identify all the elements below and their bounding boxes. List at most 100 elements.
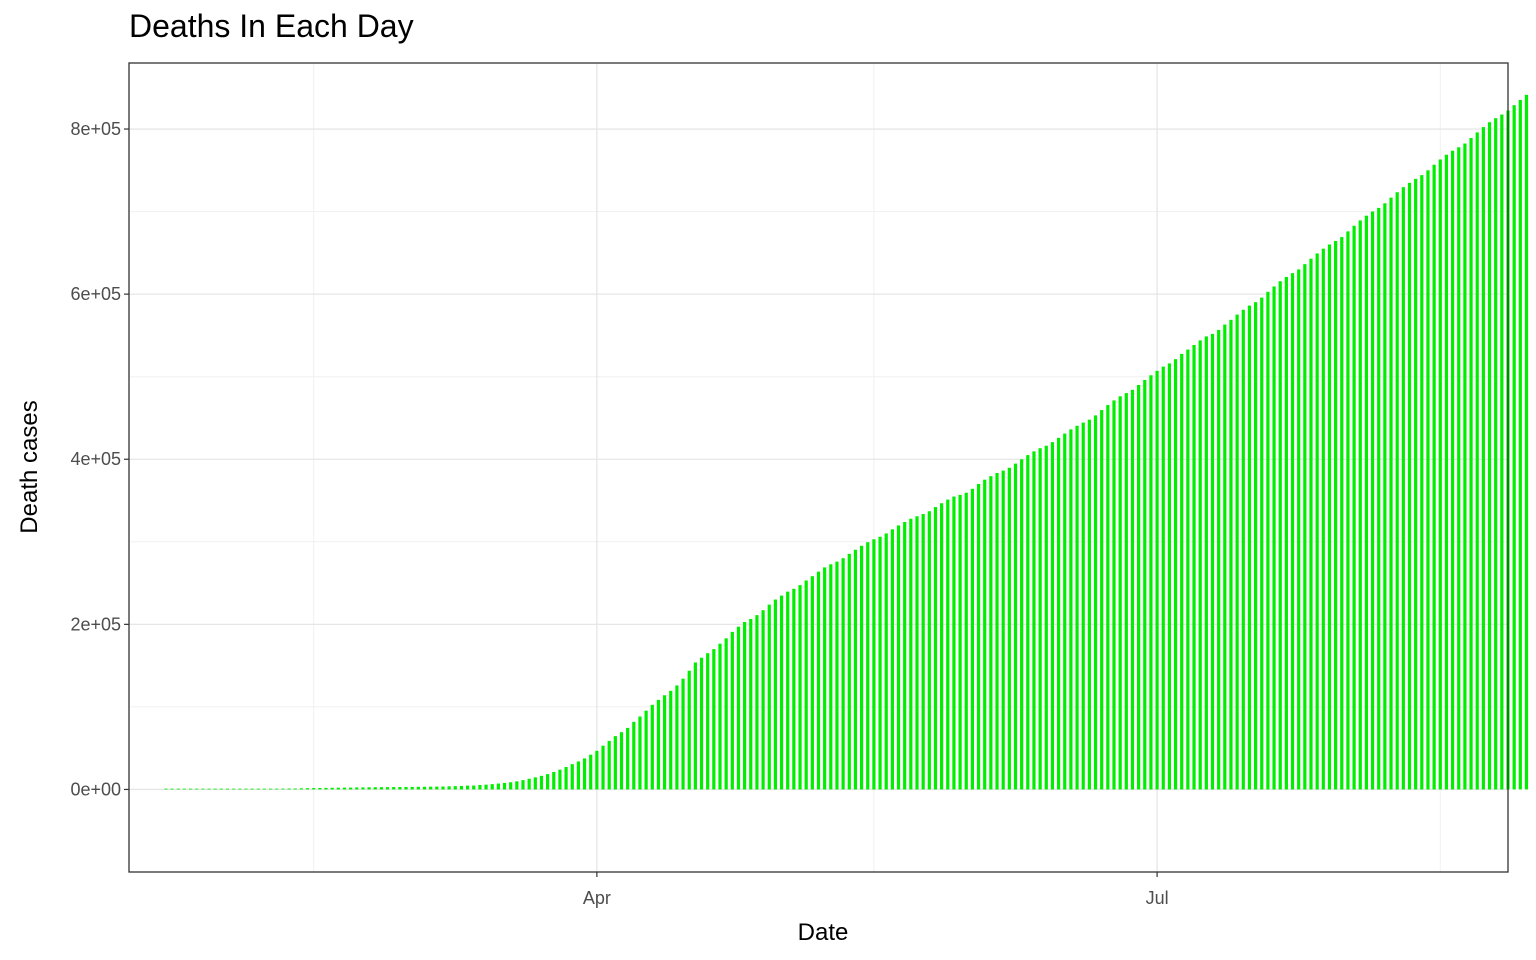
bar [552,771,556,790]
bar [995,473,999,790]
bar [1173,359,1178,790]
bar [268,788,273,790]
bar [213,788,217,790]
bar [736,626,741,790]
bar [1463,143,1467,790]
bar [976,483,981,790]
bar [1389,197,1393,790]
bar [496,783,500,790]
bar [201,788,205,790]
bar [773,599,778,790]
y-tick-label: 8e+05 [70,119,121,139]
bar [1432,164,1436,790]
plot-border [128,62,1509,873]
y-tick-label: 0e+00 [70,779,121,799]
bar [1106,405,1110,790]
bar [1130,389,1135,790]
bar [1155,370,1159,790]
bar [404,786,408,790]
bar [1186,349,1190,790]
bar [743,622,747,790]
bar [681,678,685,790]
bar [287,788,291,790]
bar [1327,244,1332,790]
y-tick-label: 6e+05 [70,284,121,304]
bar [435,786,439,790]
bar [521,780,525,790]
bar [638,716,642,790]
y-axis-title: Death cases [16,400,43,533]
bar [798,585,802,790]
bar [792,588,796,790]
bar [1069,429,1073,790]
bar [1210,333,1215,790]
bar [1032,451,1036,790]
bar [626,727,630,790]
bar [940,503,944,790]
bar [342,787,347,790]
x-tick-label: Jul [1146,888,1169,908]
bar [699,657,704,790]
bar [989,476,993,790]
x-axis: Apr Jul [583,872,1169,908]
bar [1272,286,1276,790]
bar [576,761,581,790]
bar [1013,463,1018,790]
bar [749,618,753,790]
bar [410,786,414,790]
bar [1112,400,1116,790]
bar [1352,225,1356,790]
bar [1217,329,1221,790]
bar [1500,114,1504,790]
bar [1438,159,1442,790]
bar [453,786,457,790]
bar [1124,393,1128,790]
bar [1395,192,1399,790]
bar [349,787,353,790]
bar [1050,442,1055,790]
bar [1241,309,1245,790]
bar [1081,422,1085,790]
bar [1192,344,1196,790]
bar [256,788,260,790]
bar [767,604,771,790]
bar [829,564,833,790]
bar [1426,170,1430,790]
bar [1093,415,1098,790]
bar [1278,281,1282,790]
bar [1056,437,1061,790]
bar [582,758,587,790]
bar [952,496,956,790]
bar [1494,118,1498,790]
bar [921,514,925,790]
bar [644,710,648,790]
bar [1075,425,1079,790]
bar [847,553,851,790]
bar [564,767,568,790]
x-tick-label: Apr [583,888,611,908]
bar [281,788,285,790]
bar [275,788,279,790]
bar [1481,127,1485,790]
bar [225,788,230,790]
bar [724,638,728,790]
bar [872,539,876,790]
bar [379,787,384,790]
bar [1198,340,1202,790]
bar [509,782,513,790]
bar [896,525,901,790]
bar [1235,314,1239,790]
bar [1100,410,1104,790]
bar [927,511,931,790]
bar [1420,175,1424,790]
bar [318,787,322,790]
bar [601,745,605,790]
bar [1038,448,1042,790]
bar [915,516,919,790]
bar [1358,220,1362,790]
bar [718,643,722,790]
bar [970,488,975,790]
bar [207,788,211,790]
bar [330,787,334,790]
